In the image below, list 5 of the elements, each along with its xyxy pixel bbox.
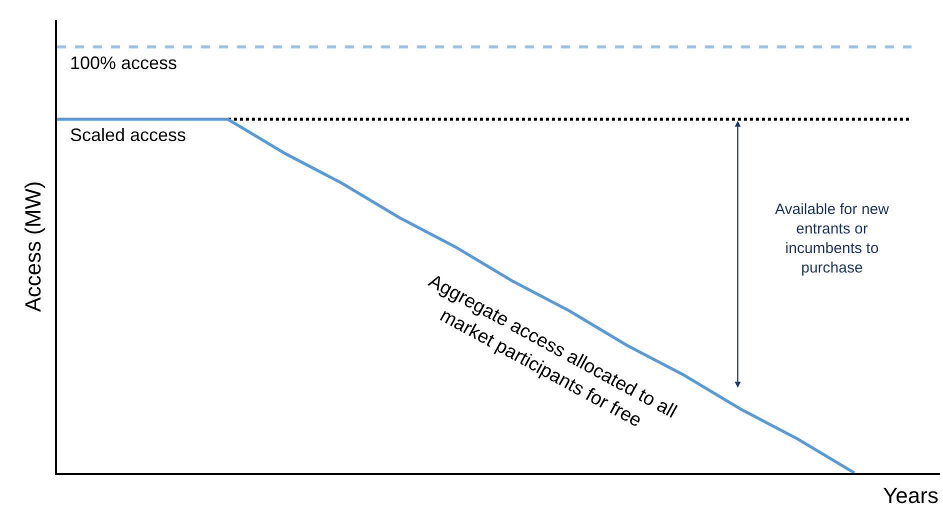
annotation: 100% access bbox=[70, 53, 178, 73]
annotation: Scaled access bbox=[70, 125, 186, 145]
y-axis-title: Access (MW) bbox=[20, 181, 46, 312]
annotation: Available for new entrants or incumbents to purchase bbox=[775, 201, 890, 276]
x-axis-title: Years bbox=[883, 483, 938, 508]
